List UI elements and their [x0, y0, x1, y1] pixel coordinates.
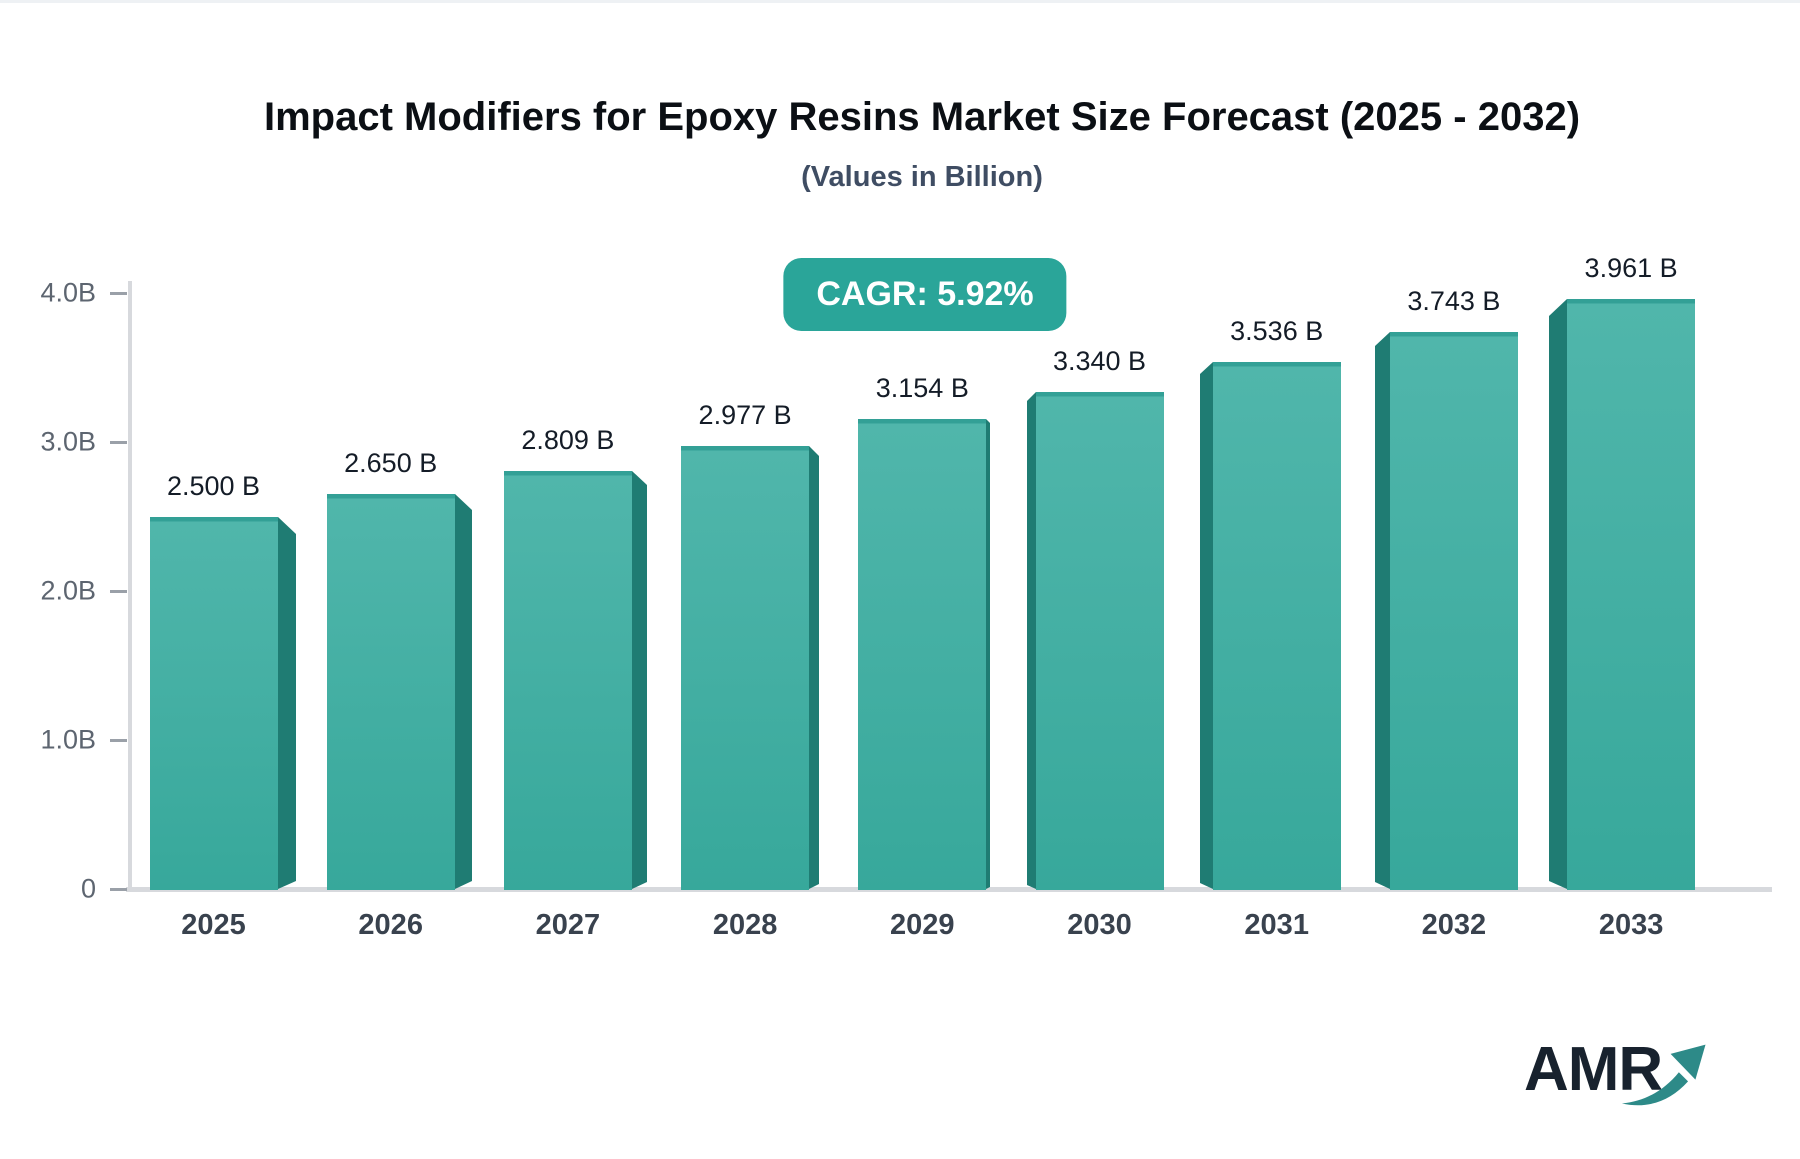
y-axis-tick-label: 1.0B: [40, 724, 96, 755]
x-axis-label: 2033: [1598, 909, 1664, 941]
y-axis-tick: [110, 291, 127, 295]
chart-title: Impact Modifiers for Epoxy Resins Market…: [263, 95, 1581, 139]
amr-logo: AMR: [1524, 1039, 1712, 1109]
y-axis-tick: [110, 887, 127, 891]
bar-2032[interactable]: [1390, 332, 1518, 890]
bar-side-face-2026: [455, 494, 472, 889]
bar-2033[interactable]: [1567, 299, 1695, 890]
bar-value-label: 3.154 B: [875, 373, 969, 403]
bar-value-label: 2.809 B: [521, 425, 615, 455]
x-axis-label: 2032: [1421, 909, 1487, 941]
bar-2030[interactable]: [1036, 392, 1164, 890]
y-axis-tick-label: 3.0B: [40, 426, 96, 457]
y-axis-tick-label: 0: [80, 873, 96, 904]
x-axis-label: 2026: [358, 909, 423, 941]
bar-value-label: 3.961 B: [1584, 253, 1678, 283]
chart-subtitle: (Values in Billion): [801, 161, 1043, 193]
bar-side-face-2025: [278, 517, 296, 889]
x-axis-label: 2028: [712, 909, 778, 941]
bar-value-label: 3.536 B: [1230, 316, 1324, 346]
bar-side-face-2028: [809, 446, 819, 889]
y-axis-tick: [110, 440, 127, 444]
y-axis-tick-label: 2.0B: [40, 575, 96, 606]
cagr-badge: CAGR: 5.92%: [783, 258, 1067, 331]
bar-2028[interactable]: [681, 446, 809, 890]
bar-side-face-2033: [1549, 299, 1567, 889]
bar-value-label: 2.977 B: [698, 400, 792, 430]
y-axis-line: [128, 281, 132, 892]
x-axis-label: 2025: [181, 909, 246, 941]
y-axis-tick-label: 4.0B: [40, 277, 96, 308]
bar-2025[interactable]: [150, 517, 278, 890]
x-axis-label: 2027: [535, 909, 601, 941]
bar-value-label: 3.743 B: [1407, 286, 1501, 316]
bar-2026[interactable]: [327, 494, 455, 890]
bar-2031[interactable]: [1213, 362, 1341, 890]
growth-arrow-icon: [1622, 1044, 1706, 1106]
bar-side-face-2032: [1375, 332, 1390, 889]
bar-2029[interactable]: [858, 419, 986, 890]
bar-side-face-2031: [1200, 362, 1213, 889]
bar-value-label: 2.650 B: [344, 448, 438, 478]
bar-side-face-2030: [1027, 392, 1036, 889]
x-axis-label: 2029: [890, 909, 955, 941]
bar-side-face-2029: [986, 419, 990, 889]
bar-side-face-2027: [632, 471, 647, 889]
bar-value-label: 2.500 B: [166, 471, 261, 501]
amr-logo-text: AMR: [1524, 1035, 1663, 1104]
y-axis-tick: [110, 738, 127, 742]
x-axis-label: 2030: [1067, 909, 1132, 941]
x-axis-label: 2031: [1244, 909, 1309, 941]
bar-2027[interactable]: [504, 471, 632, 890]
cagr-badge-label: CAGR: 5.92%: [816, 275, 1034, 313]
bar-value-label: 3.340 B: [1052, 346, 1147, 376]
y-axis-tick: [110, 589, 127, 593]
